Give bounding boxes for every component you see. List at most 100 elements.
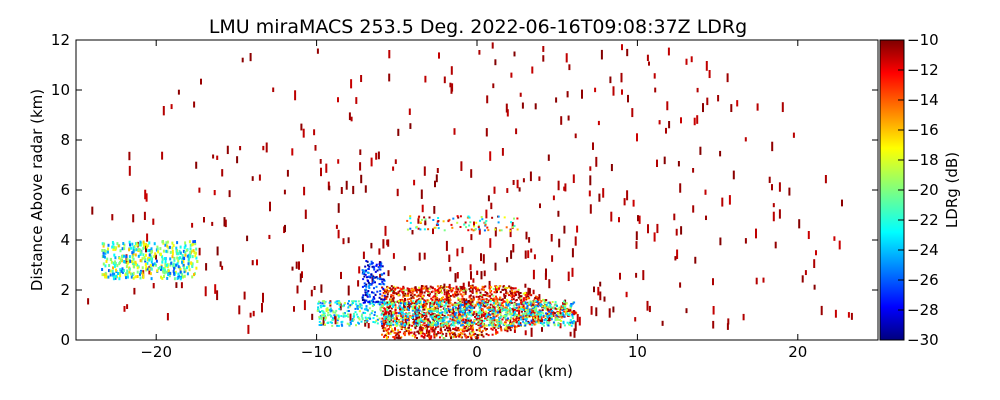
radar-gate [504,306,507,309]
radar-gate [527,309,530,312]
radar-gate [471,286,474,289]
radar-gate [148,267,151,271]
radar-gate [514,294,517,296]
radar-gate [337,229,340,239]
radar-gate [367,301,370,304]
radar-gate [146,267,149,271]
radar-gate [505,292,508,295]
radar-gate [465,334,468,337]
radar-gate [162,249,165,253]
radar-gate [535,300,538,303]
radar-gate [457,334,459,337]
radar-gate [130,246,133,250]
radar-gate [455,288,458,291]
radar-gate [172,244,175,248]
radar-gate [113,264,116,268]
radar-gate [191,262,194,266]
radar-gate [453,317,456,320]
radar-gate [152,283,155,289]
radar-gate [370,283,373,286]
radar-gate [434,290,437,300]
radar-gate [179,270,182,274]
radar-gate [541,305,544,308]
radar-gate [564,307,567,310]
radar-gate [485,315,487,318]
radar-gate [502,285,505,288]
radar-gate [171,252,174,256]
radar-gate [492,302,495,305]
radar-gate [389,310,392,312]
radar-gate [161,240,164,244]
radar-gate [394,308,397,311]
radar-gate [550,312,553,315]
radar-gate [426,325,429,328]
radar-gate [406,302,408,304]
radar-gate [511,292,514,299]
radar-gate [561,307,564,310]
radar-gate [490,293,493,296]
radar-gate [175,246,178,250]
radar-gate [128,151,131,161]
radar-gate [774,241,777,249]
radar-gate [131,259,134,263]
radar-gate [385,337,388,340]
radar-gate [134,275,137,279]
radar-gate [654,87,657,93]
radar-gate [392,330,395,332]
radar-gate [362,251,365,259]
radar-gate [336,302,339,305]
radar-gate [500,299,503,302]
radar-gate [508,327,511,330]
radar-gate [646,54,649,62]
radar-gate [415,303,418,306]
radar-gate [365,307,368,310]
radar-gate [522,304,525,307]
radar-gate [123,243,126,247]
radar-gate [388,317,391,320]
radar-gate [116,242,119,246]
radar-gate [118,262,121,266]
radar-gate [446,316,449,319]
radar-gate [139,270,142,274]
radar-gate [458,317,461,320]
radar-gate [150,247,153,251]
radar-gate [461,315,464,318]
radar-gate [440,331,443,334]
radar-gate [470,271,472,280]
radar-gate [525,319,528,322]
radar-gate [536,299,539,301]
radar-gate [87,298,90,305]
radar-gate [421,204,424,213]
radar-gate [408,306,411,309]
radar-gate [567,271,570,282]
radar-gate [435,291,438,294]
radar-gate [101,242,104,246]
radar-gate [473,322,476,325]
radar-gate [376,322,379,325]
radar-gate [540,320,543,323]
radar-gate [406,306,409,309]
radar-gate [414,336,416,339]
radar-gate [367,285,370,288]
radar-gate [211,221,214,226]
radar-gate [413,287,416,290]
radar-gate [416,312,419,315]
radar-gate [466,327,469,330]
radar-gate [382,311,384,314]
radar-gate [447,301,450,304]
radar-gate [433,288,436,291]
radar-gate [382,320,385,323]
radar-gate [656,159,658,168]
radar-gate [459,331,462,334]
radar-gate [340,321,343,324]
radar-gate [512,307,515,316]
radar-gate [461,298,464,301]
radar-gate [391,312,394,314]
radar-gate [548,314,551,317]
radar-gate [175,249,178,253]
radar-gate [104,255,106,259]
radar-gate [119,268,122,272]
radar-gate [600,49,603,60]
radar-gate [423,321,426,324]
radar-gate [635,241,638,249]
